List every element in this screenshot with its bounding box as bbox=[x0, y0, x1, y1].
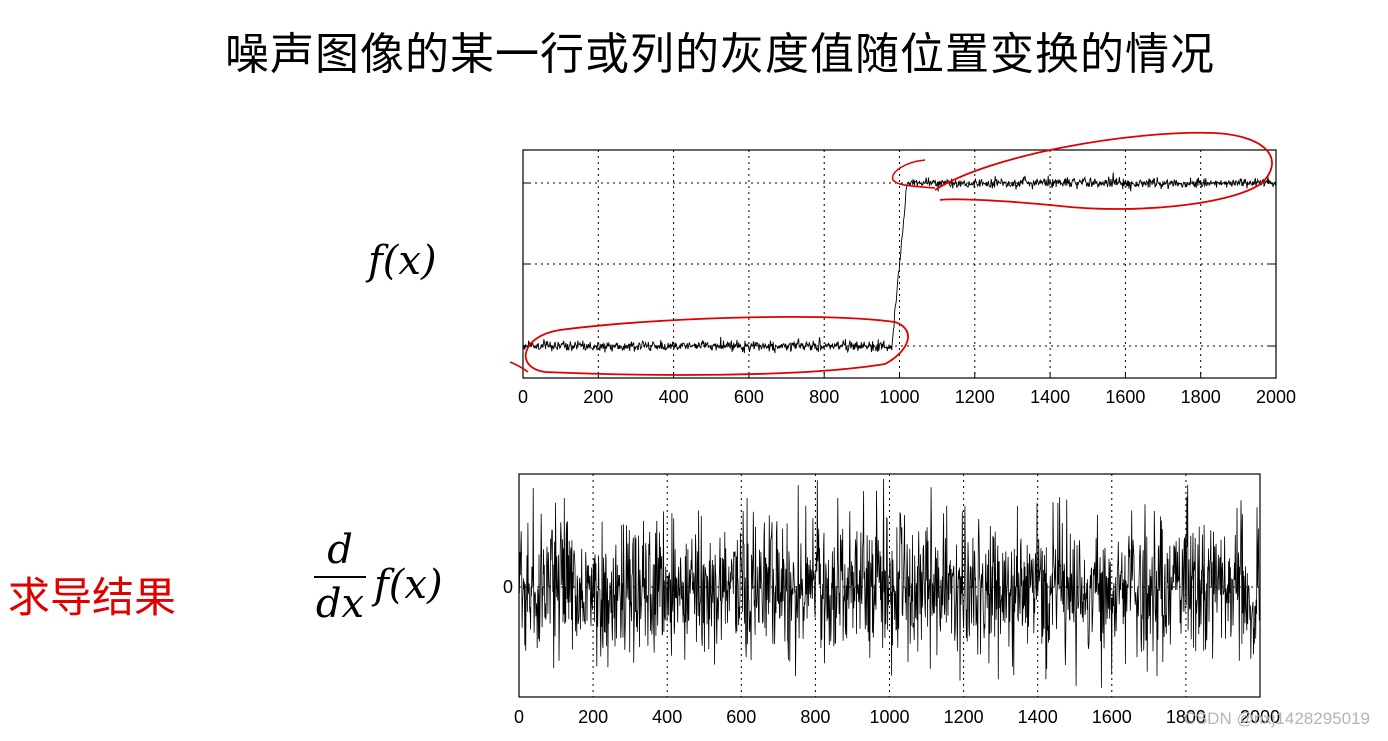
y-tick-label: 0 bbox=[503, 577, 513, 597]
x-tick-label: 1400 bbox=[1018, 707, 1058, 727]
x-tick-label: 800 bbox=[800, 707, 830, 727]
watermark: CSDN @nxj1428295019 bbox=[1183, 709, 1370, 728]
ellipse-high-level bbox=[934, 131, 1273, 210]
chart-derivative: 0 0 200 400 600 800 1000 1200 1400 1600 1800 2000 bbox=[503, 473, 1280, 727]
derivative-fraction: d dx bbox=[312, 528, 368, 626]
x-tick-label: 1200 bbox=[955, 387, 995, 407]
chart-derivative-frame bbox=[518, 473, 1261, 698]
x-tick-label: 600 bbox=[734, 387, 764, 407]
x-tick-label: 600 bbox=[726, 707, 756, 727]
fraction-denominator: dx bbox=[315, 581, 365, 627]
x-tick-label: 200 bbox=[583, 387, 613, 407]
x-tick-label: 400 bbox=[652, 707, 682, 727]
derivative-result-label: 求导结果 bbox=[8, 573, 177, 622]
x-tick-label: 1000 bbox=[869, 707, 909, 727]
series-derivative-line bbox=[518, 478, 1261, 688]
x-tick-label: 1400 bbox=[1030, 387, 1070, 407]
page-title: 噪声图像的某一行或列的灰度值随位置变换的情况 bbox=[225, 29, 1215, 80]
annotation-tail-high bbox=[891, 159, 936, 189]
fraction-bar bbox=[314, 576, 366, 578]
x-tick-label: 200 bbox=[578, 707, 608, 727]
x-tick-label: 1800 bbox=[1181, 387, 1221, 407]
x-tick-label: 1600 bbox=[1092, 707, 1132, 727]
series-fx-line bbox=[522, 172, 1277, 354]
annotation-tail-low bbox=[509, 361, 529, 373]
label-fx: f(x) bbox=[368, 238, 437, 284]
ellipse-low-level bbox=[524, 316, 909, 376]
x-tick-label: 2000 bbox=[1240, 707, 1280, 727]
label-derivative-fx: f(x) bbox=[374, 562, 443, 608]
x-tick-label: 1800 bbox=[1166, 707, 1206, 727]
x-tick-label: 1200 bbox=[944, 707, 984, 727]
x-tick-label: 0 bbox=[514, 707, 524, 727]
x-tick-label: 800 bbox=[809, 387, 839, 407]
fraction-numerator: d bbox=[327, 527, 353, 573]
x-tick-label: 2000 bbox=[1256, 387, 1296, 407]
chart-fx: 0 200 400 600 800 1000 1200 1400 1600 1800 2000 bbox=[509, 131, 1296, 407]
x-tick-label: 400 bbox=[659, 387, 689, 407]
x-tick-label: 1000 bbox=[879, 387, 919, 407]
x-tick-label: 1600 bbox=[1105, 387, 1145, 407]
x-tick-label: 0 bbox=[518, 387, 528, 407]
